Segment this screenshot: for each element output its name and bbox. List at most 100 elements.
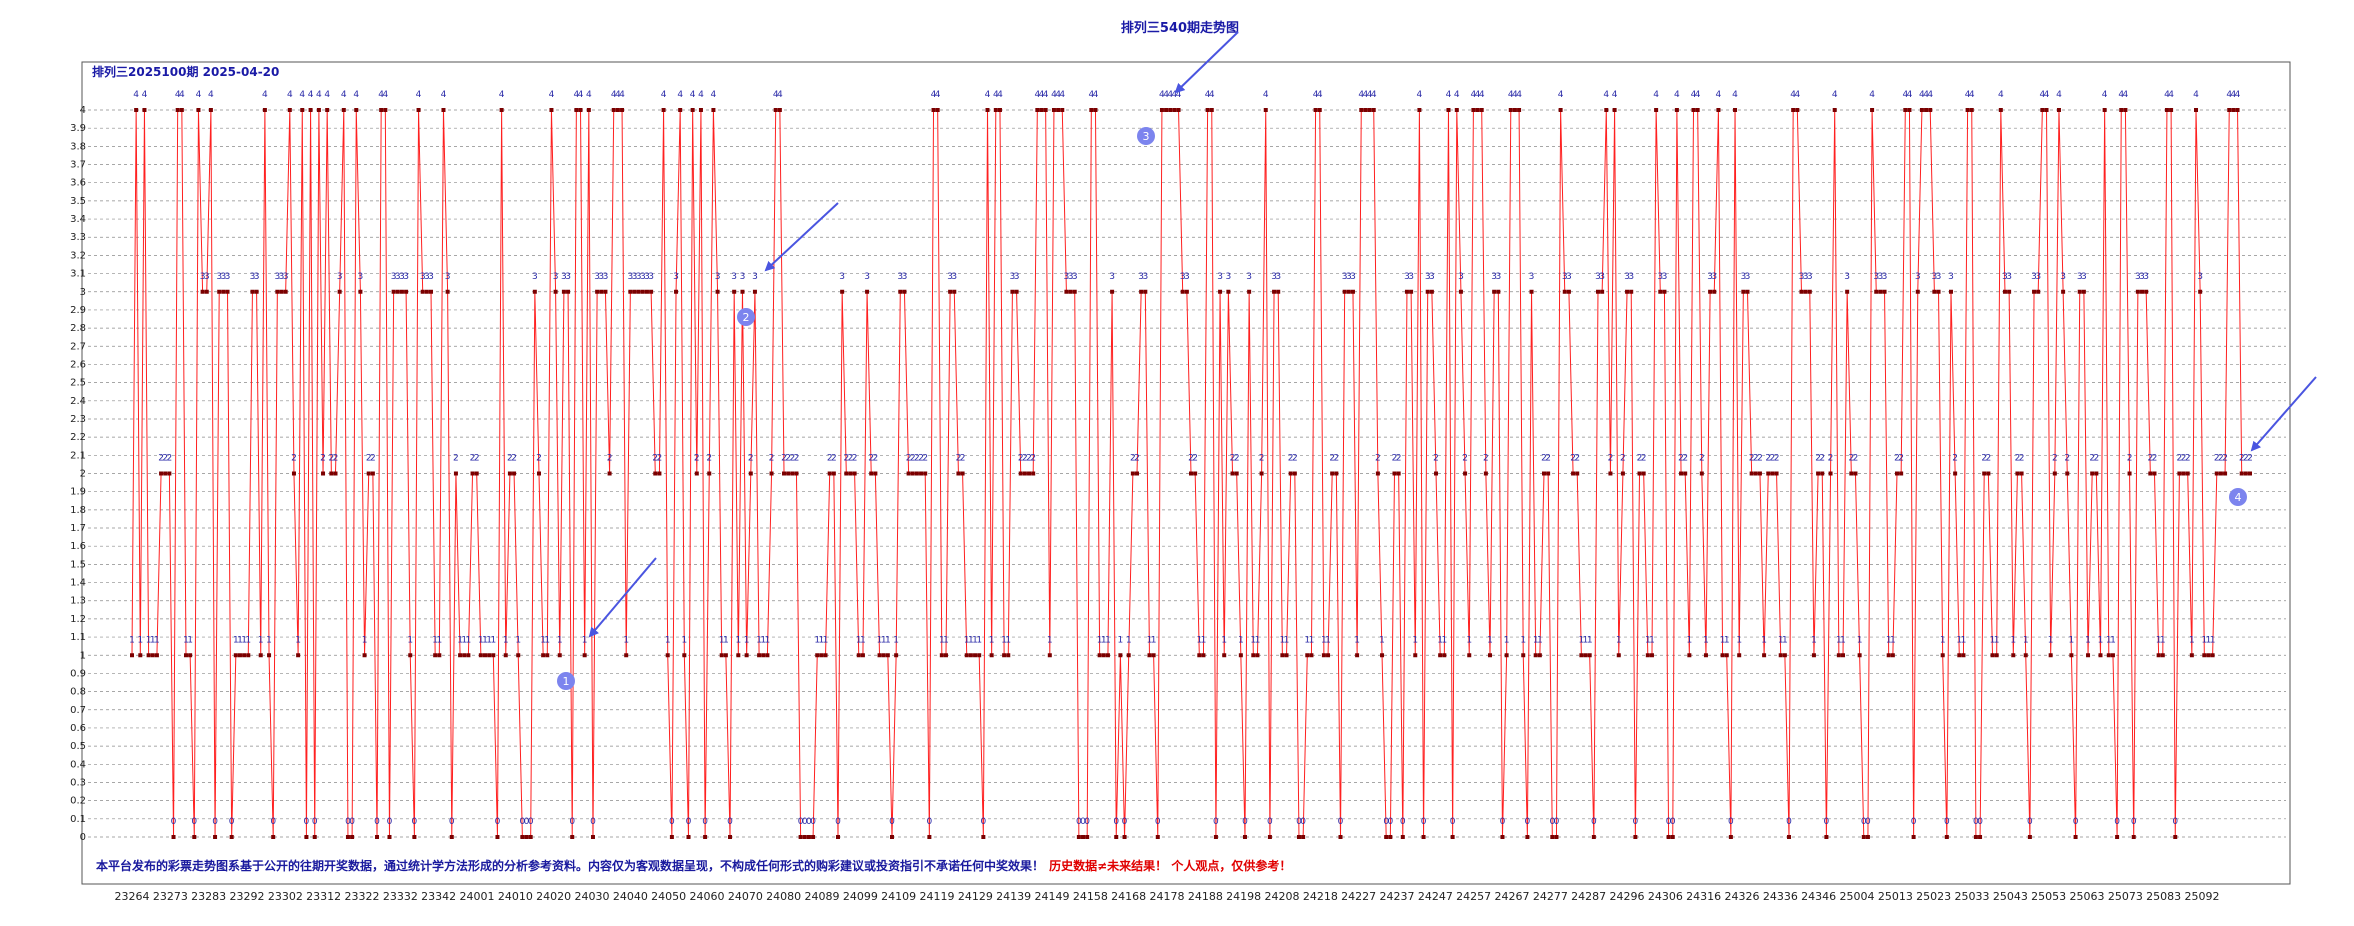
x-tick-label: 25063 — [2070, 890, 2105, 903]
data-label: 0 — [349, 817, 355, 827]
data-label: 3 — [1246, 272, 1252, 282]
data-label: 1 — [1105, 635, 1111, 645]
data-point — [2218, 471, 2223, 476]
data-label: 0 — [702, 817, 708, 827]
data-point — [221, 289, 226, 294]
data-label: 2 — [1433, 454, 1439, 464]
data-label: 3 — [1064, 272, 1070, 282]
data-label: 3 — [1184, 272, 1190, 282]
data-point — [732, 289, 737, 294]
data-label: 3 — [1882, 272, 1888, 282]
data-point — [441, 108, 446, 112]
data-label: 1 — [719, 635, 725, 645]
data-label: 0 — [1554, 817, 1560, 827]
data-point — [1276, 289, 1281, 294]
data-point — [860, 653, 865, 658]
y-tick-label: 3.3 — [70, 232, 86, 243]
data-point — [2065, 471, 2070, 476]
data-label: 1 — [1836, 635, 1842, 645]
data-point — [993, 108, 998, 112]
data-point — [213, 835, 218, 839]
data-label: 2 — [536, 454, 542, 464]
data-point — [2177, 471, 2182, 476]
data-point — [1799, 289, 1804, 294]
data-point — [1816, 471, 1821, 476]
data-point — [188, 653, 193, 658]
data-point — [503, 653, 508, 658]
data-point — [669, 835, 674, 839]
data-point — [761, 653, 766, 658]
data-point — [1566, 289, 1571, 294]
data-label: 3 — [1217, 272, 1223, 282]
data-point — [1326, 653, 1331, 658]
data-point — [711, 108, 716, 112]
data-point — [2131, 835, 2136, 839]
data-label: 1 — [1857, 635, 1863, 645]
data-point — [1483, 471, 1488, 476]
data-label: 3 — [1014, 272, 1020, 282]
data-label: 4 — [777, 90, 783, 100]
data-label: 0 — [1824, 817, 1830, 827]
data-label: 2 — [843, 454, 849, 464]
data-label: 3 — [2002, 272, 2008, 282]
data-label: 4 — [2056, 90, 2062, 100]
data-point — [590, 835, 595, 839]
data-point — [2164, 108, 2169, 112]
badge-4 — [2229, 488, 2247, 506]
data-point — [831, 471, 836, 476]
data-label: 3 — [740, 272, 746, 282]
data-label: 3 — [897, 272, 903, 282]
x-tick-label: 24168 — [1111, 890, 1146, 903]
data-point — [1749, 471, 1754, 476]
data-point — [329, 471, 334, 476]
annotation-badges: 1 2 3 4 — [557, 127, 2247, 690]
data-label: 1 — [1720, 635, 1726, 645]
data-point — [1745, 289, 1750, 294]
data-label: 4 — [2118, 90, 2124, 100]
y-tick-label: 0.8 — [70, 687, 86, 698]
data-point — [424, 289, 429, 294]
data-label: 3 — [216, 272, 222, 282]
data-point — [1836, 653, 1841, 658]
x-tick-label: 24001 — [460, 890, 495, 903]
data-label: 0 — [835, 817, 841, 827]
data-label: 0 — [569, 817, 575, 827]
data-label: 2 — [1375, 454, 1381, 464]
data-label: 3 — [1936, 272, 1942, 282]
data-label: 2 — [1018, 454, 1024, 464]
data-label: 4 — [208, 90, 214, 100]
data-label: 2 — [1774, 454, 1780, 464]
data-point — [1425, 289, 1430, 294]
data-label: 4 — [287, 90, 293, 100]
data-label: 3 — [250, 272, 256, 282]
data-point — [1886, 653, 1891, 658]
data-label: 4 — [308, 90, 314, 100]
data-point — [578, 108, 583, 112]
arrow-3 — [1174, 31, 1239, 94]
data-point — [1936, 289, 1941, 294]
data-label: 1 — [1649, 635, 1655, 645]
data-label: 3 — [636, 272, 642, 282]
x-tick-label: 23292 — [230, 890, 265, 903]
data-label: 0 — [1911, 817, 1917, 827]
y-tick-label: 3 — [80, 287, 86, 298]
data-point — [1197, 653, 1202, 658]
data-label: 4 — [1475, 90, 1481, 100]
data-label: 0 — [1383, 817, 1389, 827]
data-point — [736, 653, 741, 658]
data-point — [2227, 108, 2232, 112]
data-point — [1878, 289, 1883, 294]
data-point — [325, 108, 330, 112]
data-point — [130, 653, 134, 658]
data-point — [383, 108, 388, 112]
data-point — [939, 653, 944, 658]
data-point — [1180, 289, 1185, 294]
data-label: 1 — [137, 635, 143, 645]
data-point — [997, 108, 1002, 112]
data-label: 2 — [2243, 454, 2249, 464]
data-label: 1 — [1990, 635, 1996, 645]
data-point — [2243, 471, 2248, 476]
data-label: 3 — [1745, 272, 1751, 282]
data-label: 0 — [2172, 817, 2178, 827]
data-point — [906, 471, 911, 476]
